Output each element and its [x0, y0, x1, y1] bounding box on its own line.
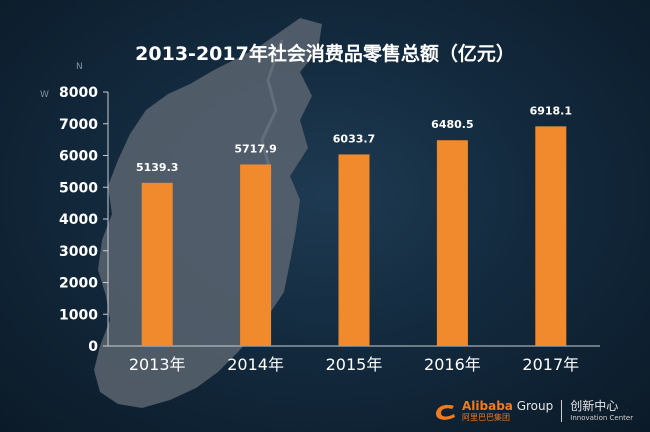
x-tick-label: 2013年 [129, 355, 186, 374]
compass-decoration: N W [40, 62, 120, 122]
x-tick-label: 2017年 [522, 355, 579, 374]
brand-unit-cn: 创新中心 [570, 399, 619, 413]
brand-unit-en: Innovation Center [570, 414, 634, 422]
y-tick-label: 2000 [59, 276, 98, 292]
brand-name: Alibaba Group [462, 400, 553, 412]
y-tick-label: 8000 [59, 85, 98, 101]
bar-value-label: 6918.1 [530, 104, 572, 117]
compass-west-label: W [40, 90, 49, 100]
y-tick-label: 1000 [59, 307, 98, 323]
chart-title: 2013-2017年社会消费品零售总额（亿元） [135, 42, 515, 65]
x-tick-label: 2016年 [424, 355, 481, 374]
y-tick-label: 5000 [59, 180, 98, 196]
bars [141, 126, 567, 346]
bar [141, 182, 173, 346]
bar [436, 140, 468, 346]
y-axis: 0 1000 2000 3000 4000 5000 6000 7000 8000 [59, 85, 600, 355]
bar-value-label: 5717.9 [234, 142, 276, 155]
brand-footer: Alibaba Group 阿里巴巴集团 创新中心 Innovation Cen… [432, 396, 642, 426]
bar [240, 164, 272, 346]
x-tick-label: 2014年 [227, 355, 284, 374]
brand-name-group: Group [512, 399, 554, 413]
x-tick-label: 2015年 [326, 355, 383, 374]
brand-unit: 创新中心 Innovation Center [570, 400, 633, 422]
y-tick-label: 6000 [59, 149, 98, 165]
compass-north-label: N [76, 62, 83, 72]
brand-text: Alibaba Group 阿里巴巴集团 [462, 400, 553, 422]
brand-divider [561, 400, 563, 422]
bar [535, 126, 567, 346]
y-tick-label: 7000 [59, 117, 98, 133]
bar-value-label: 6480.5 [431, 118, 473, 131]
brand-name-main: Alibaba [462, 399, 513, 413]
bar-value-label: 5139.3 [136, 161, 178, 174]
bar [338, 154, 370, 346]
chart-title-text: 2013-2017年社会消费品零售总额（亿元） [135, 42, 515, 65]
y-tick-label: 0 [88, 339, 98, 355]
value-labels: 5139.3 5717.9 6033.7 6480.5 6918.1 [136, 104, 572, 173]
bar-value-label: 6033.7 [333, 132, 375, 145]
alibaba-logo-icon [436, 404, 455, 420]
map-silhouette [94, 18, 322, 408]
x-axis: 2013年 2014年 2015年 2016年 2017年 [129, 355, 579, 374]
y-tick-label: 3000 [59, 244, 98, 260]
brand-name-cn: 阿里巴巴集团 [462, 413, 510, 422]
y-tick-label: 4000 [59, 212, 98, 228]
